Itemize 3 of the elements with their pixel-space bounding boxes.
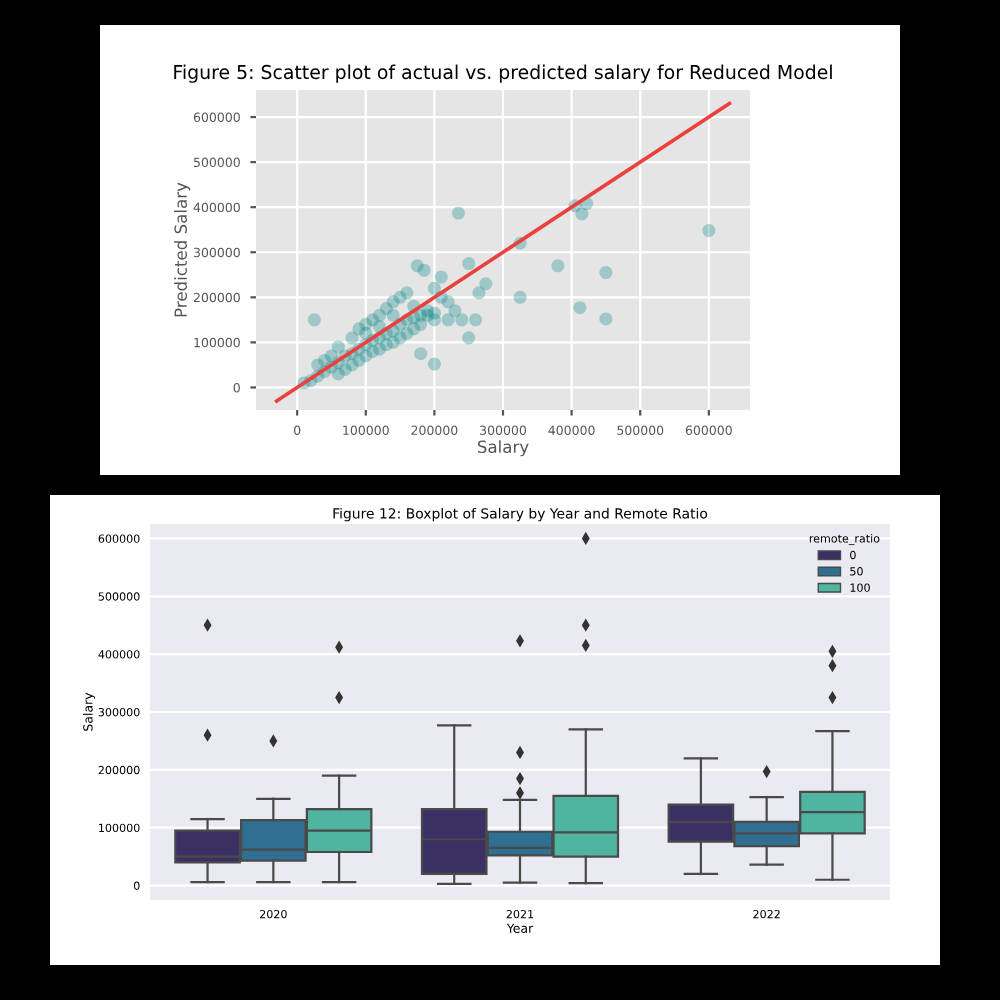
y-axis-title: Predicted Salary [174, 182, 191, 317]
x-axis-title: Salary [477, 440, 529, 457]
chart-title: Figure 5: Scatter plot of actual vs. predicted salary for Reduced Model [174, 64, 832, 83]
